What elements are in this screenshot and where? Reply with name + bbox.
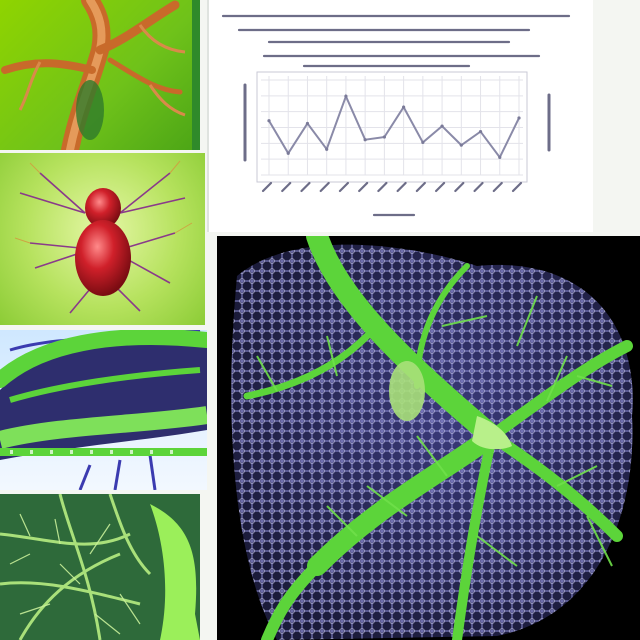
x-tick-label <box>454 181 465 193</box>
x-tick-label <box>300 181 311 193</box>
chart-point <box>344 94 348 98</box>
alveolar-lattice <box>231 244 633 640</box>
panel-tubular-tissue-render <box>0 330 207 490</box>
hilum-highlight <box>472 416 512 450</box>
vessel-twig <box>138 24 186 54</box>
vessel-branch <box>1 59 96 74</box>
shadow-lobe <box>76 80 104 140</box>
x-tick-label-marks <box>261 181 523 193</box>
x-tick-label <box>396 181 407 193</box>
panel-vessel-illustration <box>0 0 200 150</box>
chart-points <box>267 94 521 159</box>
organ-upper-lobe <box>85 188 121 228</box>
x-tick-label <box>492 181 503 193</box>
chart-point <box>421 140 425 145</box>
x-tick-label <box>377 181 388 193</box>
x-tick-label <box>319 181 330 193</box>
chart-point <box>363 138 367 142</box>
chart-point <box>382 135 386 139</box>
vessel-illustration <box>1 0 186 150</box>
y-axis-label-marks <box>243 83 551 162</box>
panel-document-chart <box>207 0 593 232</box>
vessel-twig <box>148 84 186 117</box>
chart-series-line <box>268 93 520 160</box>
vessel-twigs <box>9 513 141 635</box>
panel-vessel-network-render <box>0 494 200 640</box>
chart-point <box>286 151 290 155</box>
vessel-branch <box>95 0 180 55</box>
x-tick-label <box>511 181 523 193</box>
illegible-text-lines <box>221 14 571 68</box>
chart-point <box>402 105 406 109</box>
green-strand <box>9 367 201 403</box>
nerve-fibers <box>14 160 193 244</box>
chart-point <box>498 155 502 159</box>
red-organ-illustration <box>14 160 193 314</box>
lung-render <box>231 236 633 640</box>
x-tick-label <box>473 181 484 193</box>
vessel-branches <box>0 494 152 640</box>
vessel-network-render <box>0 494 200 640</box>
x-tick-label <box>261 181 273 193</box>
x-tick-label <box>281 181 292 193</box>
x-tick-label <box>415 181 426 193</box>
x-tick-label <box>338 181 350 193</box>
chart-point <box>478 129 483 134</box>
bright-lobe <box>150 504 200 640</box>
x-tick-label <box>358 181 369 193</box>
chart-point <box>517 116 521 120</box>
green-tissue-band <box>0 406 207 449</box>
chart-point <box>305 121 310 126</box>
tubular-tissue-render <box>0 330 207 490</box>
vessel-twig <box>18 61 42 111</box>
ridge-dots <box>10 450 173 454</box>
panel-lung-render <box>217 236 640 640</box>
green-bronchioles <box>256 295 613 567</box>
green-airways <box>243 236 633 640</box>
document-page <box>221 14 571 217</box>
chart-point <box>325 147 329 151</box>
green-tube <box>0 330 207 388</box>
alveolar-cluster <box>389 361 425 421</box>
x-tick-label <box>434 181 446 193</box>
vessel-branch <box>107 57 183 95</box>
organ-lower-lobe <box>75 220 131 296</box>
panel-red-organ-illustration <box>0 153 205 325</box>
green-ridge <box>0 448 207 456</box>
chart-point <box>459 143 463 147</box>
fine-vessels <box>19 172 186 314</box>
chart-point <box>267 119 271 123</box>
chart-point <box>440 124 444 128</box>
